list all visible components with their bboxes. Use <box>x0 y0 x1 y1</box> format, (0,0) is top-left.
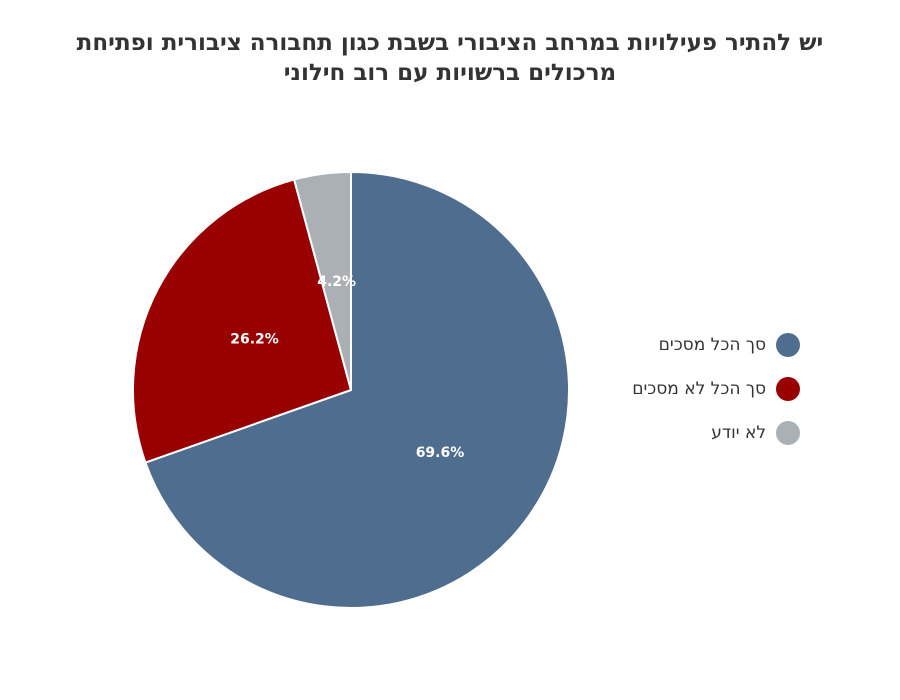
legend-label-agree: סך הכל מסכים <box>658 335 766 355</box>
pie-slice-disagree[interactable] <box>132 178 352 464</box>
pie-slice-label-agree: 69.6% <box>416 445 465 461</box>
legend-item-agree[interactable]: סך הכל מסכים <box>632 330 800 360</box>
legend-item-disagree[interactable]: סך הכל לא מסכים <box>632 374 800 404</box>
pie-slices <box>132 171 570 609</box>
pie-slice-label-disagree: 26.2% <box>230 331 279 347</box>
chart-legend: סך הכל מסכים סך הכל לא מסכים לא יודע <box>632 330 800 462</box>
legend-label-dont-know: לא יודע <box>711 423 766 443</box>
legend-marker-dont-know <box>776 421 800 445</box>
legend-label-disagree: סך הכל לא מסכים <box>632 379 766 399</box>
legend-item-dont-know[interactable]: לא יודע <box>632 418 800 448</box>
pie-slice-labels: 69.6% 26.2% 4.2% <box>230 274 464 461</box>
pie-slice-dont-know[interactable] <box>293 171 352 391</box>
legend-marker-agree <box>776 333 800 357</box>
chart-title: יש להתיר פעילויות במרחב הציבורי בשבת כגו… <box>76 30 824 86</box>
pie-slice-label-dont-know: 4.2% <box>317 274 356 290</box>
legend-marker-disagree <box>776 377 800 401</box>
pie-slice-agree[interactable] <box>144 171 570 609</box>
